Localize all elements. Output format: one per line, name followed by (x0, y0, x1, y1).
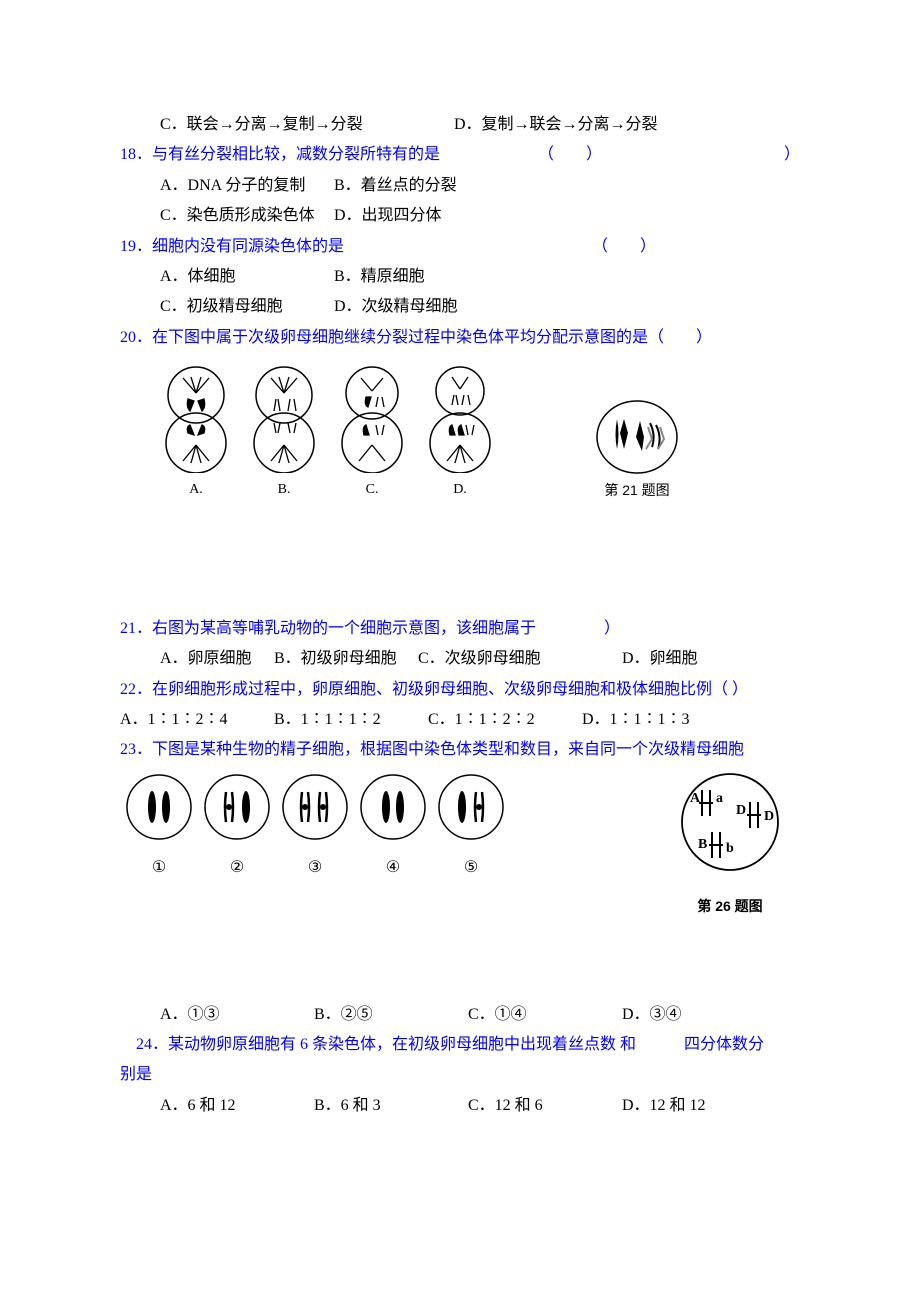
q18-options-2: C．染色质形成染色体 D．出现四分体 (120, 201, 800, 231)
q23-fig-2: ② (198, 772, 276, 884)
chromosome-pair-cell-icon: A a D D B b (670, 772, 790, 882)
q26-fig-ref: 第 26 题图 (670, 893, 790, 920)
q20-figure-row: A. B. (160, 363, 800, 504)
sperm-cell-3-icon (280, 772, 350, 842)
q21-paren-tail: ） (604, 620, 620, 637)
q20-fig-b: B. (248, 363, 320, 504)
q23-options: A．①③ B．②⑤ C．①④ D．③④ (120, 1000, 800, 1030)
q24-stem-line1: 24．某动物卵原细胞有 6 条染色体，在初级卵母细胞中出现着丝点数 和 四分体数… (120, 1030, 800, 1060)
q19-options-1: A．体细胞 B．精原细胞 (120, 262, 800, 292)
q21-options: A．卵原细胞 B．初级卵母细胞 C．次级卵母细胞 D．卵细胞 (120, 644, 800, 674)
q22-stem: 22．在卵细胞形成过程中，卵原细胞、初级卵母细胞、次级卵母细胞和极体细胞比例（ … (120, 675, 800, 705)
q21-opt-d: D．卵细胞 (622, 644, 698, 674)
q24-opt-c: C．12 和 6 (468, 1091, 618, 1121)
q23-fig-4-label: ④ (354, 853, 432, 883)
sperm-cell-1-icon (124, 772, 194, 842)
q20-fig-a: A. (160, 363, 232, 504)
q21-stem: 21．右图为某高等哺乳动物的一个细胞示意图，该细胞属于 (120, 620, 536, 637)
q17-options-tail: C．联会→分离→复制→分裂 D．复制→联会→分离→分裂 (120, 110, 800, 140)
q23-fig-4: ④ (354, 772, 432, 884)
q21-fig-ref: 第 21 题图 (592, 477, 682, 504)
q23-fig-5-label: ⑤ (432, 853, 510, 883)
q20-fig-a-label: A. (160, 477, 232, 504)
q21-opt-c: C．次级卵母细胞 (418, 644, 618, 674)
svg-text:D: D (764, 809, 774, 824)
cell-diagram-c-icon (336, 363, 408, 473)
q18-paren-tail: ） (784, 140, 800, 170)
q19-opt-d: D．次级精母细胞 (334, 292, 458, 322)
q24-opt-b: B．6 和 3 (314, 1091, 464, 1121)
q20-fig-d: D. (424, 363, 496, 504)
q19-opt-c: C．初级精母细胞 (160, 292, 330, 322)
q23-fig-3: ③ (276, 772, 354, 884)
q23-opt-d: D．③④ (622, 1000, 772, 1030)
q22-opt-c: C．1∶1∶2∶2 (428, 705, 578, 735)
q24-opt-d: D．12 和 12 (622, 1091, 772, 1121)
q22-options: A．1∶1∶2∶4 B．1∶1∶1∶2 C．1∶1∶2∶2 D．1∶1∶1∶3 (120, 705, 800, 735)
sperm-cell-5-icon (436, 772, 506, 842)
q19-opt-b: B．精原细胞 (334, 262, 425, 292)
q20-fig-d-label: D. (424, 477, 496, 504)
q18-opt-b: B．着丝点的分裂 (334, 171, 457, 201)
cell-diagram-d-icon (424, 363, 496, 473)
sperm-cell-4-icon (358, 772, 428, 842)
q18-opt-d: D．出现四分体 (334, 201, 442, 231)
cell-diagram-b-icon (248, 363, 320, 473)
q18-opt-c: C．染色质形成染色体 (160, 201, 330, 231)
q21-opt-b: B．初级卵母细胞 (274, 644, 414, 674)
q23-stem: 23．下图是某种生物的精子细胞，根据图中染色体类型和数目，来自同一个次级精母细胞 (120, 735, 800, 765)
q17-opt-c: C．联会→分离→复制→分裂 (160, 110, 450, 140)
q18-options-1: A．DNA 分子的复制 B．着丝点的分裂 (120, 171, 800, 201)
q23-opt-c: C．①④ (468, 1000, 618, 1030)
q23-fig-1: ① (120, 772, 198, 884)
q26-figure: A a D D B b 第 26 题图 (670, 772, 800, 920)
q23-fig-2-label: ② (198, 853, 276, 883)
q22-opt-b: B．1∶1∶1∶2 (274, 705, 424, 735)
q21-figure: 第 21 题图 (592, 397, 682, 504)
q18-stem-row: 18．与有丝分裂相比较，减数分裂所特有的是 （ ） ） (120, 140, 800, 170)
q23-figure-row: ① ② ③ ④ (120, 772, 800, 920)
q18-stem: 18．与有丝分裂相比较，减数分裂所特有的是 (120, 146, 440, 163)
svg-text:D: D (736, 803, 746, 818)
q23-fig-1-label: ① (120, 853, 198, 883)
sperm-cell-2-icon (202, 772, 272, 842)
q23-fig-3-label: ③ (276, 853, 354, 883)
q22-opt-a: A．1∶1∶2∶4 (120, 705, 270, 735)
chromosome-cell-icon (592, 397, 682, 477)
q24-opt-a: A．6 和 12 (160, 1091, 310, 1121)
q19-stem-row: 19．细胞内没有同源染色体的是 （ ） (120, 232, 800, 262)
q20-fig-c: C. (336, 363, 408, 504)
q20-stem: 20．在下图中属于次级卵母细胞继续分裂过程中染色体平均分配示意图的是（ ） (120, 323, 800, 353)
q20-fig-b-label: B. (248, 477, 320, 504)
svg-text:b: b (726, 841, 734, 856)
q18-paren: （ ） (538, 146, 602, 163)
q24-stem-pre: 24．某动物卵原细胞有 6 条染色体，在初级卵母细胞中出现着丝点数 和 (136, 1036, 636, 1053)
svg-text:a: a (716, 791, 723, 806)
q19-paren: （ ） (592, 238, 656, 255)
q22-opt-d: D．1∶1∶1∶3 (582, 705, 732, 735)
q19-stem: 19．细胞内没有同源染色体的是 (120, 238, 344, 255)
q23-fig-5: ⑤ (432, 772, 510, 884)
q21-stem-row: 21．右图为某高等哺乳动物的一个细胞示意图，该细胞属于 ） (120, 614, 800, 644)
q18-opt-a: A．DNA 分子的复制 (160, 171, 330, 201)
q24-options: A．6 和 12 B．6 和 3 C．12 和 6 D．12 和 12 (120, 1091, 800, 1121)
q19-options-2: C．初级精母细胞 D．次级精母细胞 (120, 292, 800, 322)
q19-opt-a: A．体细胞 (160, 262, 330, 292)
q20-fig-c-label: C. (336, 477, 408, 504)
q21-opt-a: A．卵原细胞 (160, 644, 270, 674)
svg-text:B: B (698, 837, 707, 852)
q24-stem-line2: 别是 (120, 1060, 800, 1090)
q23-opt-b: B．②⑤ (314, 1000, 464, 1030)
q23-opt-a: A．①③ (160, 1000, 310, 1030)
q17-opt-d: D．复制→联会→分离→分裂 (454, 110, 658, 140)
q24-stem-tail: 四分体数分 (684, 1036, 764, 1053)
cell-diagram-a-icon (160, 363, 232, 473)
